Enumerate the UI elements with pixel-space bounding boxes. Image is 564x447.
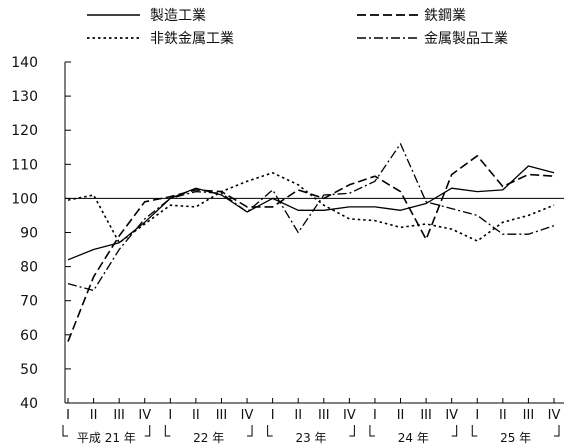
- series-line-3: [67, 172, 555, 244]
- year-bracket-left: [62, 425, 68, 437]
- x-tick-label: IV: [138, 408, 151, 423]
- year-bracket-right: [349, 425, 355, 437]
- x-tick-label: I: [271, 408, 275, 423]
- year-bracket-right: [554, 425, 560, 437]
- x-tick-label: II: [397, 408, 405, 423]
- year-label: 平成 21 年: [77, 431, 136, 445]
- x-tick-label: IV: [343, 408, 356, 423]
- x-tick-label: I: [475, 408, 479, 423]
- x-tick-label: IV: [241, 408, 254, 423]
- year-bracket-right: [451, 425, 458, 437]
- year-bracket-left: [164, 425, 171, 437]
- year-bracket-right: [144, 425, 151, 437]
- series-line-4: [67, 143, 555, 292]
- y-tick-label: 70: [20, 294, 38, 310]
- x-tick-label: IV: [445, 408, 458, 423]
- y-tick-label: 50: [20, 362, 38, 378]
- x-tick-label: III: [113, 408, 125, 423]
- y-tick-label: 110: [11, 157, 38, 173]
- legend-label-2: 鉄鋼業: [424, 8, 466, 24]
- year-label: 24 年: [398, 431, 429, 445]
- x-tick-label: III: [216, 408, 228, 423]
- y-tick-label: 120: [11, 123, 38, 139]
- series-line-1: [67, 165, 555, 261]
- year-bracket-left: [369, 425, 375, 437]
- legend-label-4: 金属製品工業: [424, 31, 508, 47]
- y-tick-label: 80: [20, 260, 38, 276]
- x-tick-label: III: [523, 408, 535, 423]
- x-tick-label: IV: [548, 408, 561, 423]
- x-tick-label: I: [168, 408, 172, 423]
- year-bracket-left: [471, 425, 478, 437]
- year-label: 23 年: [295, 431, 326, 445]
- x-tick-label: III: [318, 408, 330, 423]
- y-tick-label: 100: [11, 191, 38, 207]
- year-label: 22 年: [193, 431, 224, 445]
- legend-label-3: 非鉄金属工業: [150, 31, 234, 47]
- x-tick-label: II: [294, 408, 302, 423]
- x-tick-label: II: [192, 408, 200, 423]
- x-tick-label: II: [499, 408, 507, 423]
- x-tick-label: I: [373, 408, 377, 423]
- x-tick-label: I: [66, 408, 70, 423]
- x-tick-label: III: [420, 408, 432, 423]
- series-line-2: [67, 155, 555, 342]
- y-tick-label: 130: [11, 89, 38, 105]
- year-label: 25 年: [500, 431, 531, 445]
- y-tick-label: 60: [20, 328, 38, 344]
- y-tick-label: 40: [20, 396, 38, 412]
- legend-label-1: 製造工業: [150, 8, 206, 24]
- x-tick-label: II: [90, 408, 98, 423]
- y-tick-label: 90: [20, 226, 38, 242]
- year-bracket-left: [267, 425, 273, 437]
- year-bracket-right: [247, 425, 253, 437]
- y-tick-label: 140: [11, 55, 38, 71]
